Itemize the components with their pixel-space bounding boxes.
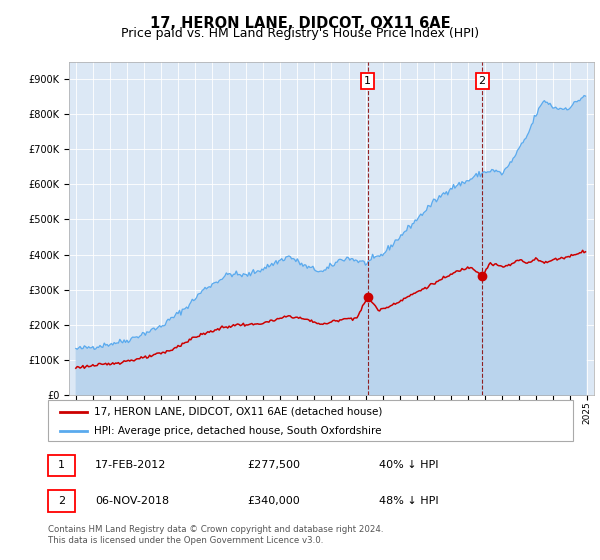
Text: £340,000: £340,000: [248, 496, 300, 506]
Text: 1: 1: [364, 76, 371, 86]
Text: 06-NOV-2018: 06-NOV-2018: [95, 496, 169, 506]
Text: 2: 2: [58, 496, 65, 506]
Text: 1: 1: [58, 460, 65, 470]
Text: 40% ↓ HPI: 40% ↓ HPI: [379, 460, 438, 470]
Text: 2: 2: [479, 76, 486, 86]
Text: 17, HERON LANE, DIDCOT, OX11 6AE (detached house): 17, HERON LANE, DIDCOT, OX11 6AE (detach…: [94, 407, 383, 417]
Text: HPI: Average price, detached house, South Oxfordshire: HPI: Average price, detached house, Sout…: [94, 426, 382, 436]
FancyBboxPatch shape: [48, 491, 76, 512]
Text: 17, HERON LANE, DIDCOT, OX11 6AE: 17, HERON LANE, DIDCOT, OX11 6AE: [149, 16, 451, 31]
Text: Contains HM Land Registry data © Crown copyright and database right 2024.
This d: Contains HM Land Registry data © Crown c…: [48, 525, 383, 545]
FancyBboxPatch shape: [48, 455, 76, 476]
Text: 17-FEB-2012: 17-FEB-2012: [95, 460, 167, 470]
FancyBboxPatch shape: [48, 400, 573, 441]
Text: 48% ↓ HPI: 48% ↓ HPI: [379, 496, 439, 506]
Text: £277,500: £277,500: [248, 460, 301, 470]
Text: Price paid vs. HM Land Registry's House Price Index (HPI): Price paid vs. HM Land Registry's House …: [121, 27, 479, 40]
